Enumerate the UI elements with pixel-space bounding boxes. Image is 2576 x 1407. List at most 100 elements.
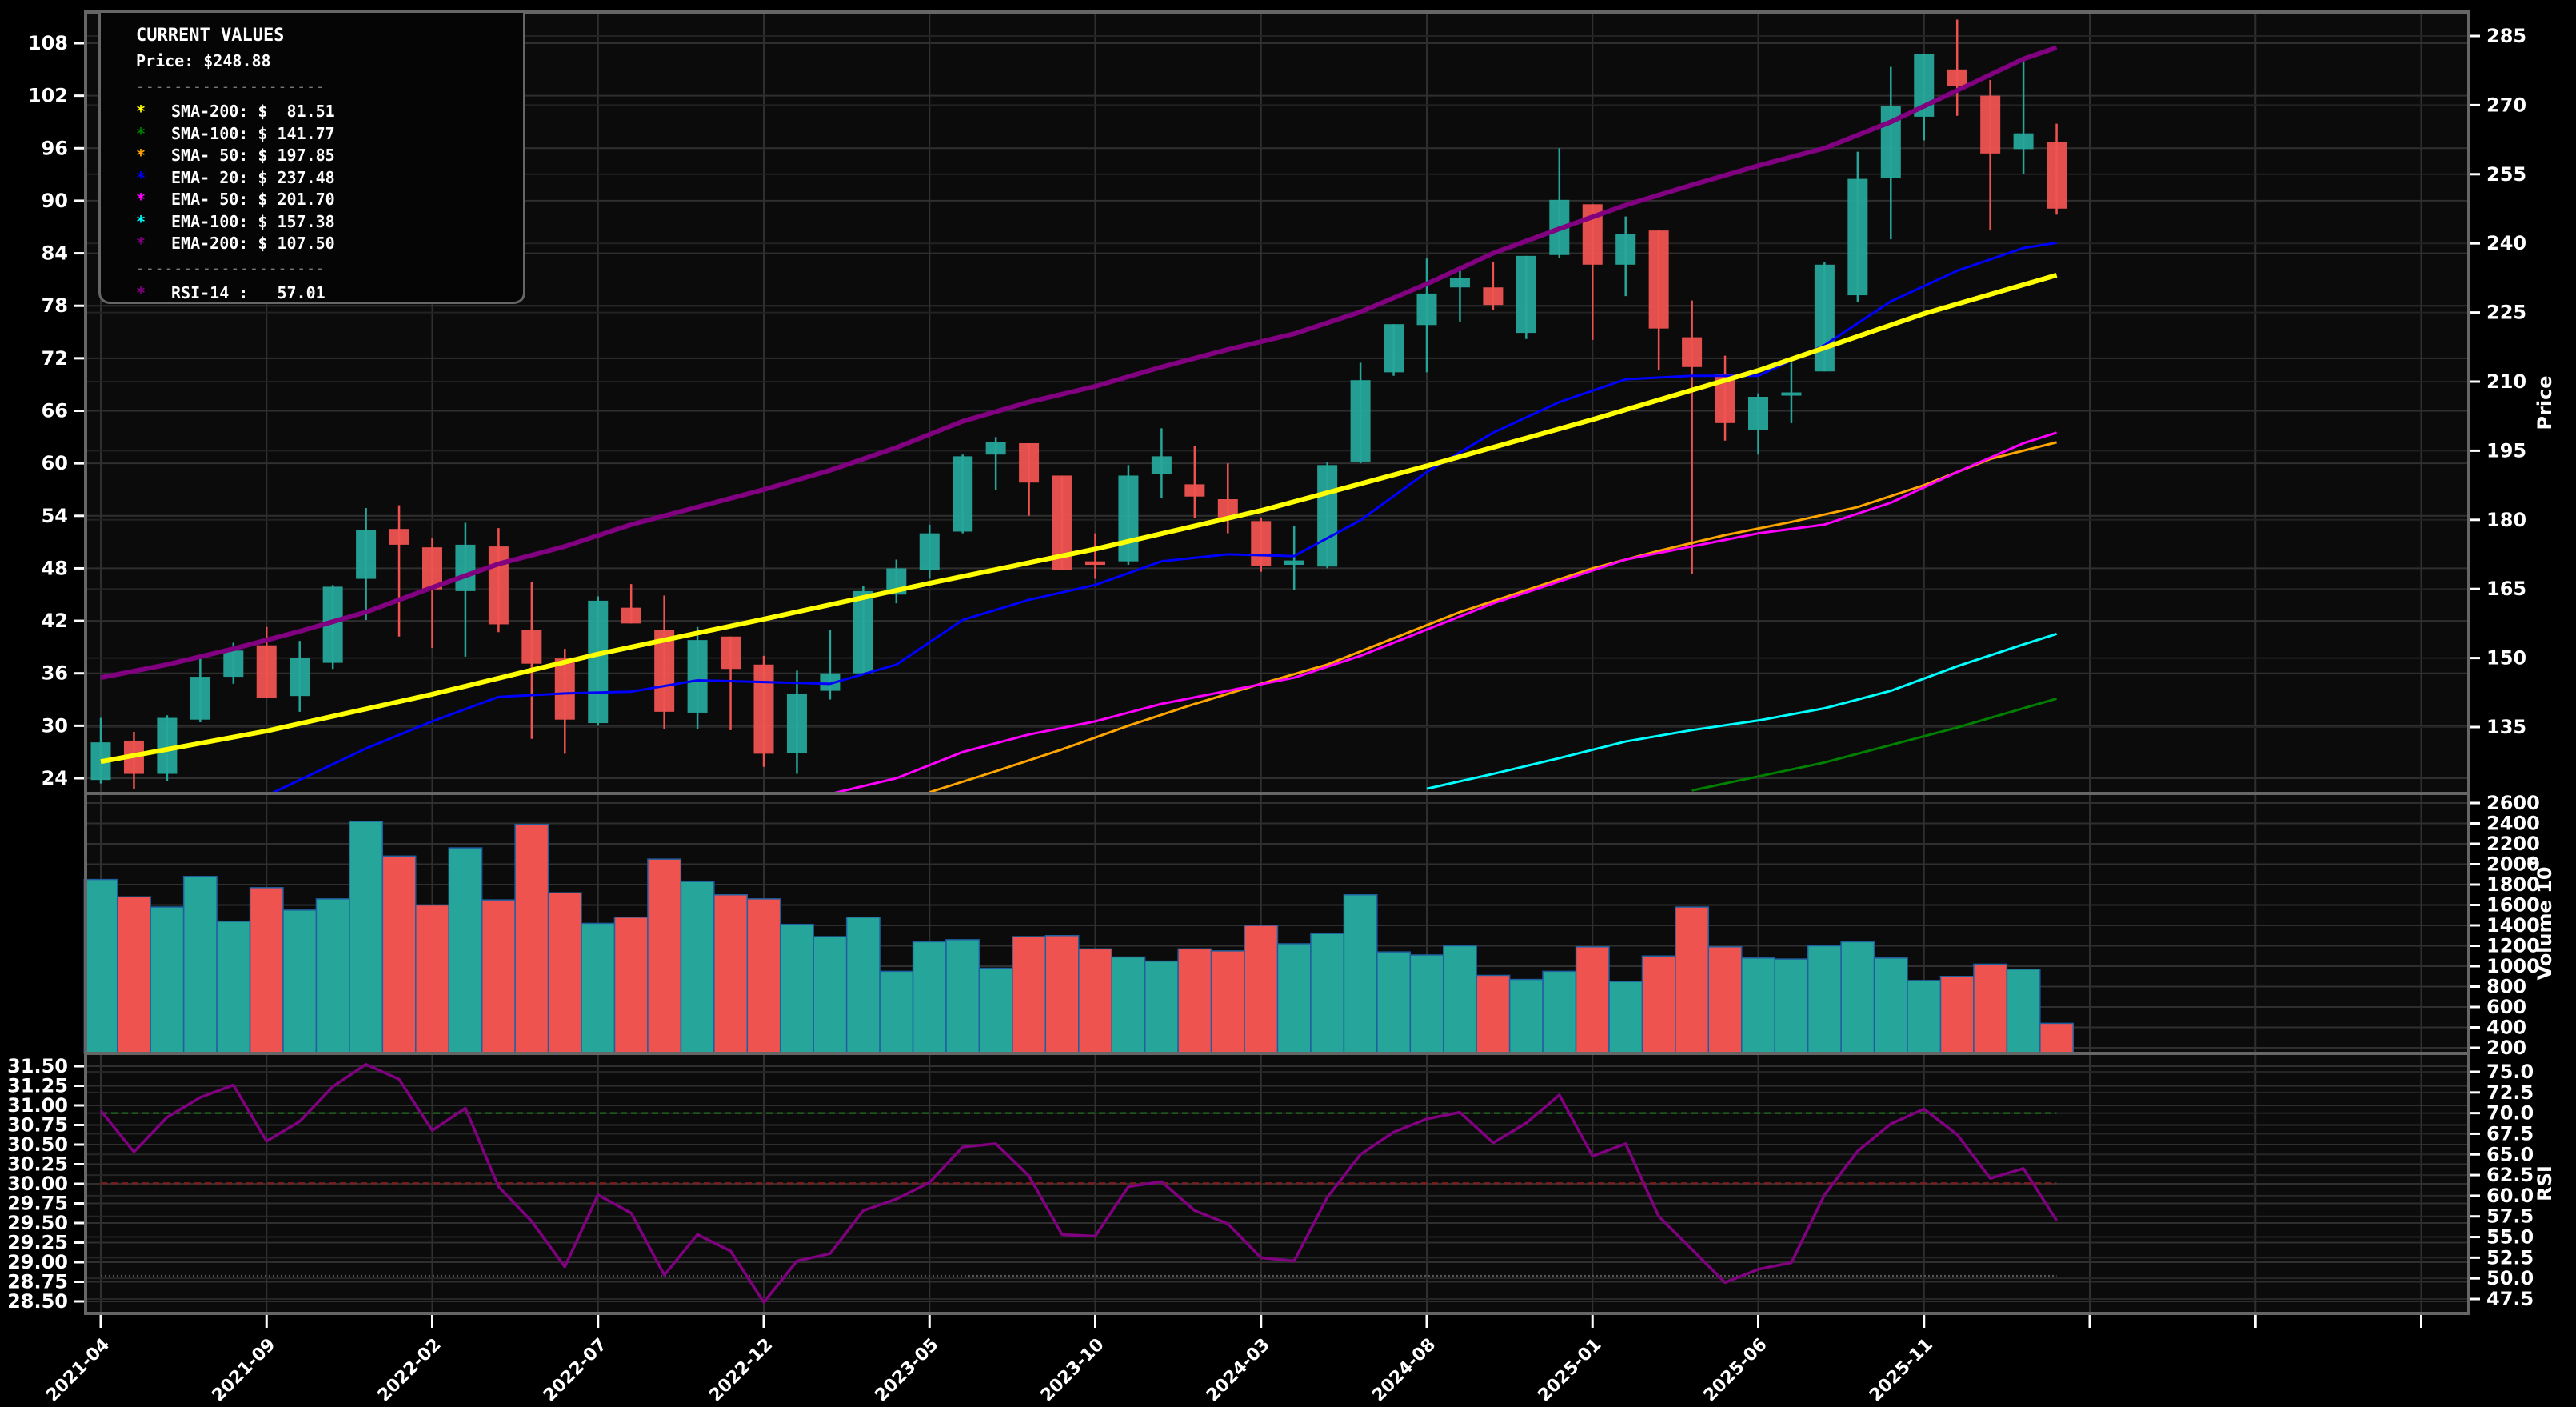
rsi-tick-label: 52.5: [2486, 1246, 2534, 1269]
volume-bar: [1044, 935, 1080, 1054]
x-tick-label: 2024-08: [1368, 1335, 1440, 1406]
volume-bar: [1907, 980, 1942, 1054]
legend-item-ema-200: * EMA-200: $ 107.50: [136, 233, 523, 255]
rsi-left-tick-label: 28.75: [7, 1271, 68, 1293]
candle-down: [2047, 142, 2067, 209]
price-left-tick-label: 90: [42, 190, 68, 212]
volume-bar: [1476, 974, 1511, 1054]
volume-bar: [1774, 958, 1809, 1054]
star-icon: *: [136, 167, 146, 187]
legend-separator: --------------------: [136, 78, 325, 95]
star-icon: *: [136, 190, 146, 209]
rsi-tick-label: 75.0: [2486, 1061, 2534, 1083]
candle-up: [2013, 133, 2034, 150]
volume-bar: [1707, 946, 1743, 1054]
volume-bar: [746, 898, 781, 1054]
candle-up: [853, 590, 873, 674]
volume-bar: [1575, 946, 1610, 1054]
volume-bar: [349, 821, 384, 1054]
star-icon: *: [136, 146, 146, 165]
volume-tick-label: 2200: [2486, 833, 2540, 855]
volume-bar: [150, 906, 185, 1054]
volume-bar: [1873, 957, 1908, 1054]
volume-bar: [315, 898, 350, 1054]
chart-panels: 2021-04 2021-09 2022-02 2022-07 2022-12 2023-…: [7, 10, 2556, 1406]
star-icon: *: [136, 234, 146, 253]
rsi-left-tick-label: 31.25: [7, 1075, 68, 1097]
volume-bar: [1078, 948, 1112, 1054]
candle-up: [290, 658, 310, 697]
rsi-left-tick-label: 31.00: [7, 1094, 68, 1117]
candle-up: [953, 456, 973, 532]
volume-bar: [216, 921, 251, 1054]
volume-bar: [1276, 943, 1312, 1054]
legend-item-ema-50: * EMA- 50: $ 201.70: [136, 189, 523, 211]
rsi-left-tick-label: 30.50: [7, 1133, 68, 1156]
candle-up: [1118, 475, 1139, 562]
rsi-tick-label: 57.5: [2486, 1205, 2534, 1228]
volume-bar: [613, 917, 649, 1054]
volume-bar: [879, 970, 914, 1054]
volume-bar: [1840, 941, 1875, 1054]
candle-up: [588, 600, 609, 724]
price-left-tick-label: 54: [42, 505, 68, 527]
candle-down: [1085, 561, 1105, 566]
x-tick-label: 2025-11: [1866, 1335, 1937, 1406]
candle-up: [820, 673, 841, 691]
x-tick-label: 2025-01: [1534, 1335, 1605, 1406]
rsi-left-tick-label: 28.50: [7, 1290, 68, 1313]
legend-item-label: EMA- 50: $ 201.70: [171, 190, 335, 209]
volume-bar: [1210, 950, 1245, 1054]
candle-down: [488, 546, 509, 625]
star-icon: *: [136, 123, 146, 143]
current-values-legend: CURRENT VALUES Price: $248.88 ----------…: [98, 13, 525, 304]
candle-up: [356, 530, 377, 579]
volume-bar: [1376, 951, 1411, 1054]
price-left-tick-label: 24: [42, 767, 68, 789]
volume-bar: [845, 917, 881, 1054]
price-right-tick-label: 240: [2486, 232, 2526, 254]
volume-bar: [381, 855, 417, 1054]
price-left-tick-label: 102: [28, 85, 68, 107]
rsi-left-tick-label: 29.50: [7, 1212, 68, 1234]
volume-bar: [912, 941, 947, 1054]
candle-up: [687, 640, 708, 713]
indicator-sma-200: [100, 273, 2058, 765]
candle-down: [1019, 442, 1040, 483]
volume-bar: [1741, 957, 1775, 1054]
volume-tick-label: 600: [2486, 996, 2526, 1018]
volume-tick-label: 400: [2486, 1017, 2526, 1039]
price-left-tick-label: 30: [42, 714, 68, 737]
volume-bar: [1973, 963, 2008, 1054]
candle-up: [1284, 560, 1304, 566]
price-right-tick-label: 180: [2486, 509, 2526, 531]
legend-item-label: SMA-100: $ 141.77: [171, 123, 335, 143]
rsi-tick-label: 47.5: [2486, 1288, 2534, 1310]
candles: [90, 19, 2067, 793]
volume-bar: [448, 847, 483, 1054]
candle-up: [786, 694, 807, 753]
x-tick-label: 2024-03: [1203, 1335, 1274, 1406]
volume-bar: [680, 881, 715, 1054]
volume-bar: [1939, 976, 1975, 1054]
volume-tick-label: 2600: [2486, 792, 2540, 814]
candle-down: [1980, 95, 2001, 154]
candle-down: [753, 664, 774, 754]
price-axis-label: Price: [2534, 375, 2556, 430]
volume-tick-label: 1400: [2486, 914, 2540, 937]
candle-down: [1217, 498, 1238, 518]
candle-down: [389, 529, 409, 545]
price-left-tick-label: 36: [42, 662, 68, 685]
volume-bar: [945, 939, 980, 1054]
volume-bar: [1807, 945, 1842, 1054]
candle-down: [554, 658, 575, 720]
candle-down: [721, 636, 741, 670]
volume-axis-label: Volume 10: [2534, 866, 2556, 980]
volume-bar: [1244, 925, 1279, 1054]
volume-bar: [1608, 981, 1643, 1054]
candle-down: [1483, 287, 1504, 306]
price-left-tick-label: 72: [42, 347, 68, 370]
volume-bar: [514, 824, 549, 1054]
rsi-left-tick-label: 30.75: [7, 1114, 68, 1137]
